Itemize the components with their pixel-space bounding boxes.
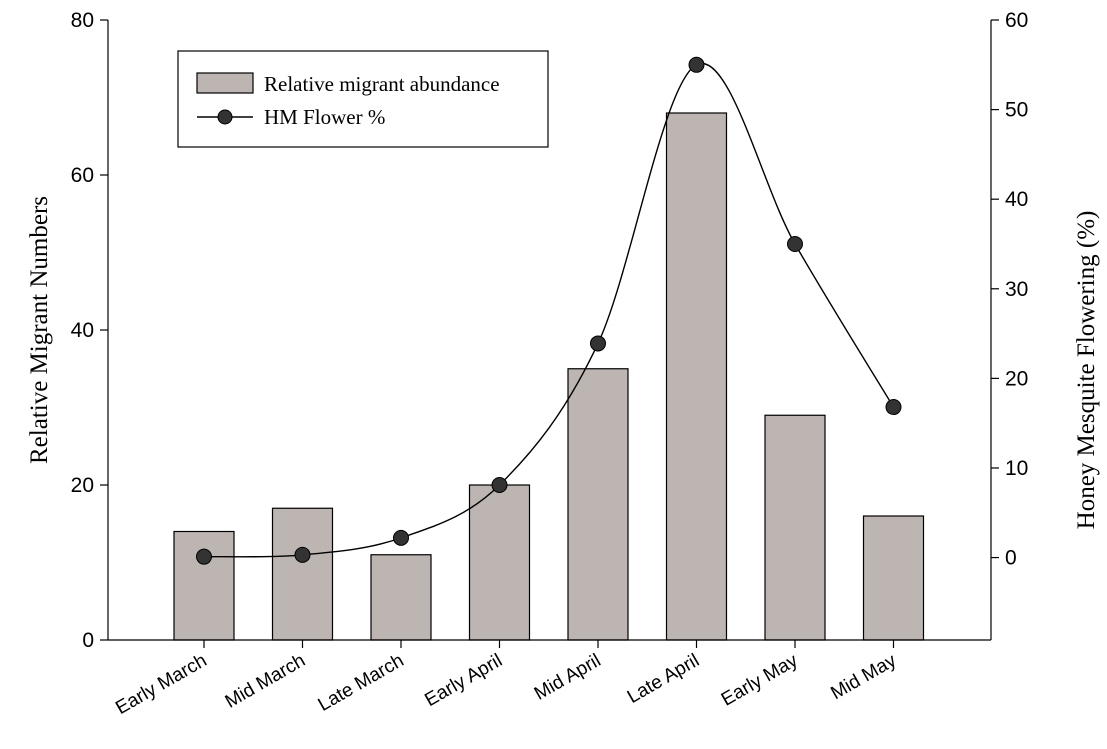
- bars-group: [173, 112, 925, 641]
- bar-4: [468, 484, 531, 641]
- legend-box: [177, 50, 549, 148]
- x-tick-label-2: Mid March: [222, 650, 309, 713]
- y-right-tick-label-20: 20: [1005, 367, 1028, 390]
- x-tick-label-8: Mid May: [827, 650, 900, 704]
- x-tick-label-4: Early April: [421, 650, 506, 711]
- hm-flower-point-6: [688, 56, 705, 73]
- bar-2: [271, 507, 334, 641]
- hm-flower-point-2: [294, 546, 311, 563]
- x-tick-label-1: Early March: [112, 650, 210, 719]
- y-left-tick-label-40: 40: [71, 319, 94, 342]
- y-left-tick-label-60: 60: [71, 164, 94, 187]
- bar-6: [665, 112, 728, 641]
- hm-flower-point-5: [590, 335, 606, 352]
- line-series-group: [196, 56, 902, 565]
- y-axis-label-left: Relative Migrant Numbers: [26, 196, 53, 464]
- bar-3: [370, 554, 432, 641]
- bar-1: [173, 530, 235, 641]
- y-right-tick-label-30: 30: [1005, 278, 1028, 301]
- y-axis-label-right: Honey Mesquite Flowering (%): [1073, 211, 1100, 530]
- legend-bar-label: Relative migrant abundance: [264, 72, 500, 96]
- bar-8: [862, 515, 925, 641]
- y-left-tick-label-0: 0: [82, 629, 94, 652]
- y-right-tick-label-0: 0: [1005, 547, 1017, 570]
- x-tick-label-7: Early May: [718, 650, 802, 711]
- hm-flower-point-4: [491, 477, 508, 493]
- legend: Relative migrant abundance HM Flower %: [177, 50, 549, 148]
- y-left-tick-label-20: 20: [71, 474, 94, 497]
- bar-7: [764, 414, 826, 641]
- x-tick-label-6: Late April: [624, 650, 703, 708]
- y-right-tick-label-50: 50: [1005, 99, 1028, 122]
- x-tick-label-3: Late March: [315, 650, 408, 716]
- y-right-tick-label-60: 60: [1005, 9, 1028, 32]
- hm-flower-point-3: [393, 529, 409, 546]
- y-left-tick-label-80: 80: [71, 9, 94, 32]
- bar-5: [567, 368, 629, 641]
- hm-flower-point-8: [885, 399, 902, 416]
- y-right-tick-label-10: 10: [1005, 457, 1028, 480]
- x-tick-label-5: Mid April: [531, 650, 605, 705]
- legend-marker-swatch: [217, 109, 233, 125]
- hm-flower-point-7: [787, 235, 803, 252]
- legend-bar-swatch: [196, 72, 254, 94]
- legend-line-label: HM Flower %: [264, 105, 385, 129]
- y-right-tick-label-40: 40: [1005, 188, 1028, 211]
- hm-flower-point-1: [196, 548, 212, 565]
